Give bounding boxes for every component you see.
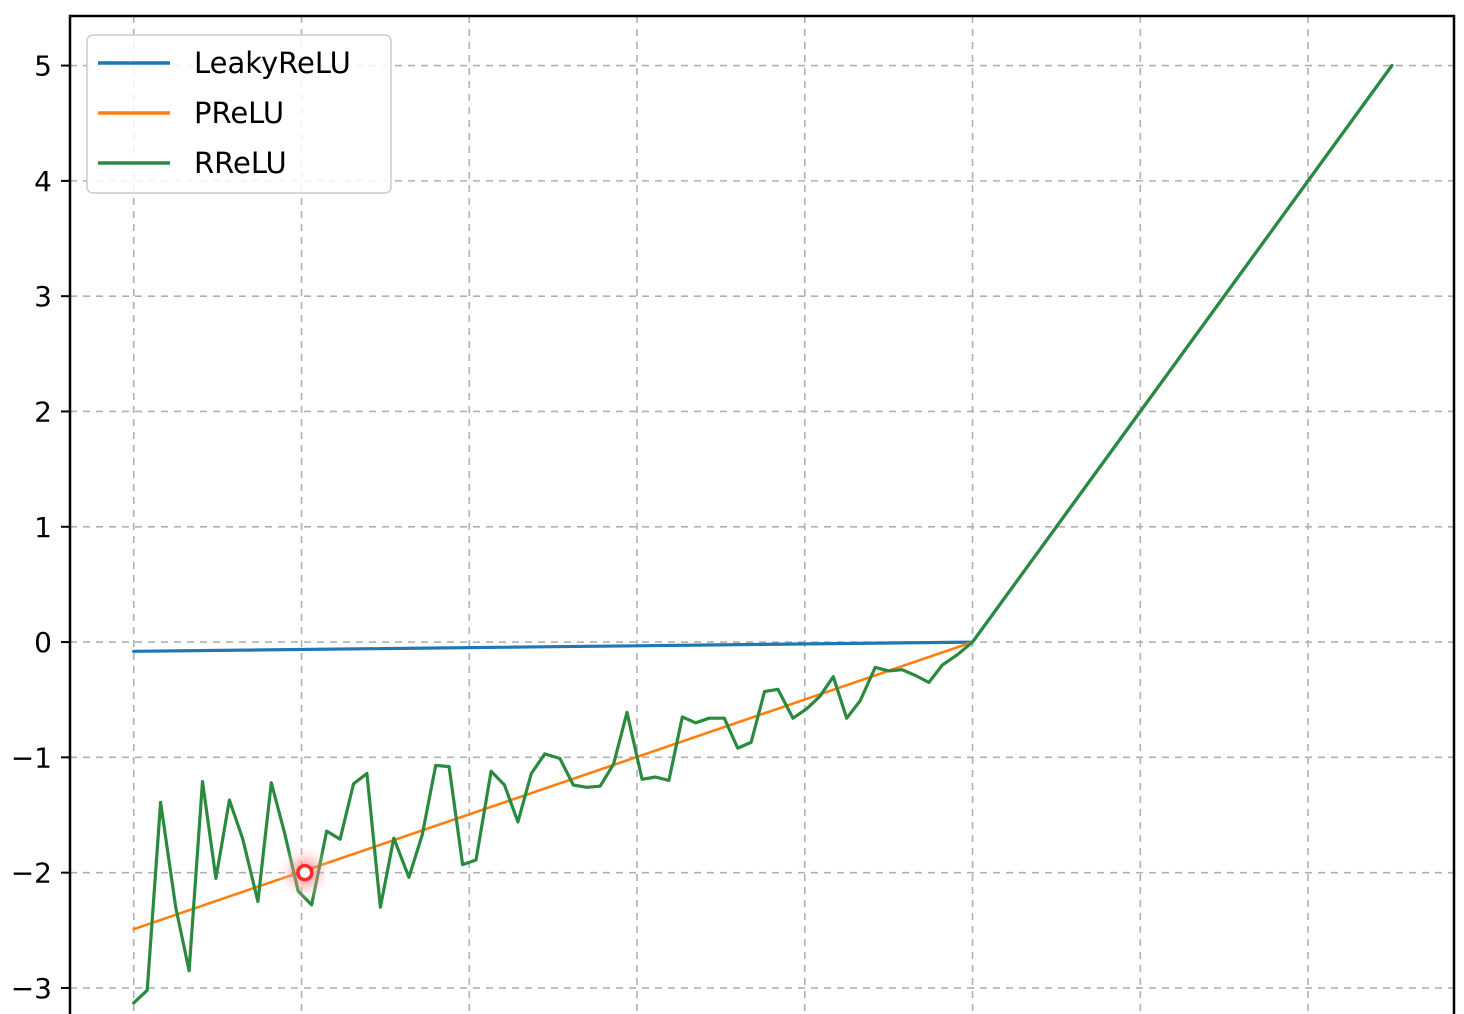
y-tick-label: 1 <box>34 511 52 544</box>
legend-label-rrelu: RReLU <box>194 146 287 180</box>
y-tick-label: 2 <box>34 395 52 428</box>
legend-box <box>86 34 392 194</box>
series-line-rrelu <box>132 63 1394 1005</box>
plot-frame <box>68 14 1456 1014</box>
grid-lines <box>70 16 1454 1014</box>
legend-label-leakyrelu: LeakyReLU <box>194 46 351 80</box>
legend: LeakyReLU PReLU RReLU <box>86 34 392 194</box>
legend-label-prelu: PReLU <box>194 96 284 130</box>
y-tick-label: 4 <box>34 165 52 198</box>
y-tick-label: 0 <box>34 626 52 659</box>
y-tick-label: 3 <box>34 280 52 313</box>
y-tick-label: 5 <box>34 50 52 83</box>
highlight-marker <box>276 844 333 901</box>
y-ticks: −3 −2 −1 0 1 2 3 4 5 <box>11 50 70 1005</box>
y-tick-label: −2 <box>11 857 52 890</box>
series <box>132 63 1394 1005</box>
series-line-prelu <box>132 64 1394 931</box>
y-tick-label: −1 <box>11 741 52 774</box>
y-tick-label: −3 <box>11 972 52 1005</box>
highlight-point <box>296 863 314 882</box>
